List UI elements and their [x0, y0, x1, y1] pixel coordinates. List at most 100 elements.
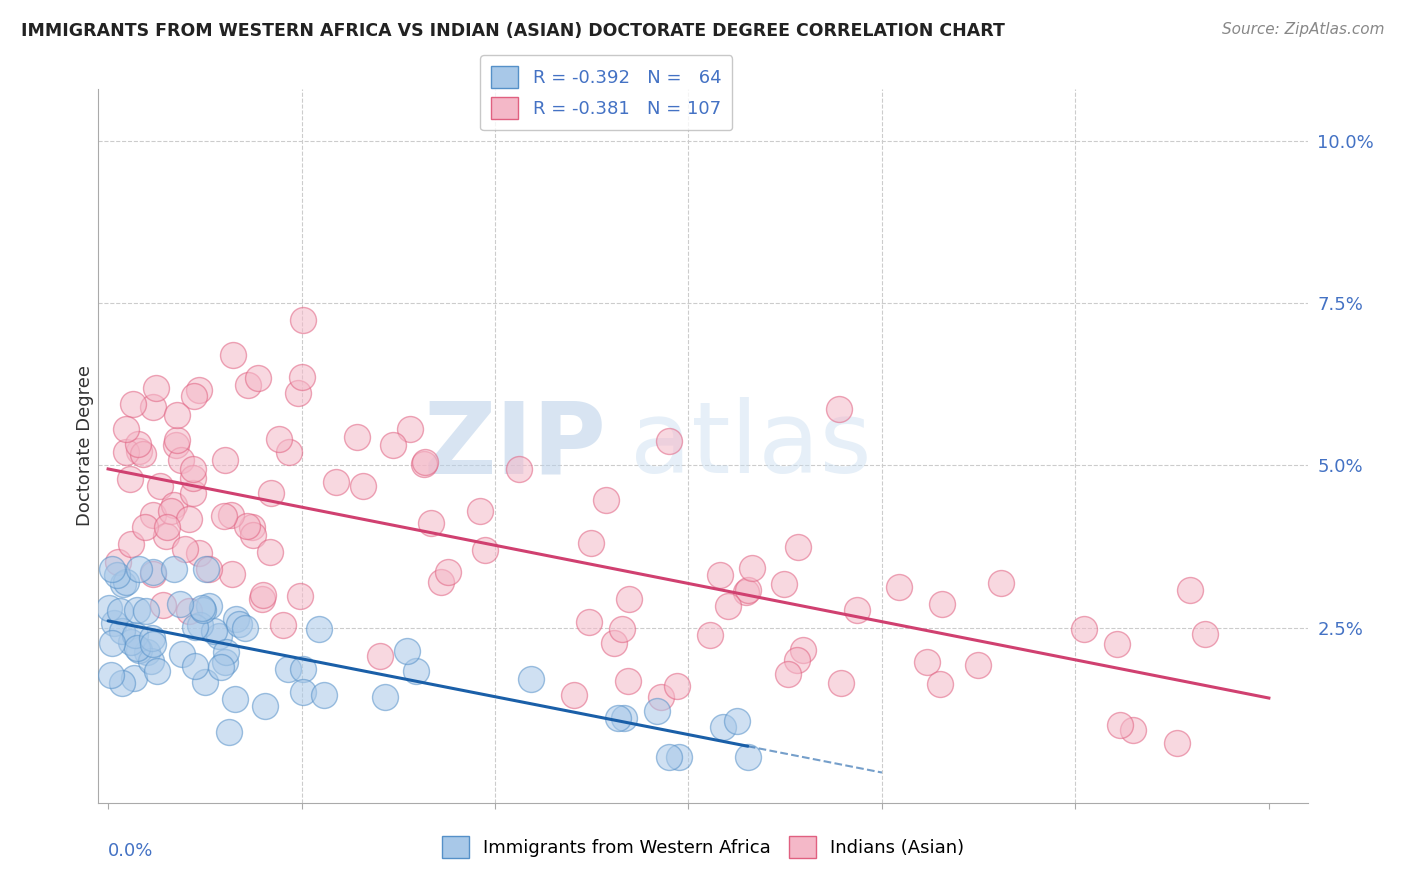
Point — [105, 568, 128, 582]
Point — [236, 518, 259, 533]
Point — [183, 389, 205, 403]
Point — [233, 621, 256, 635]
Point — [149, 479, 172, 493]
Point — [111, 624, 134, 639]
Point — [413, 458, 436, 472]
Point — [929, 676, 952, 690]
Point — [254, 698, 277, 713]
Point — [142, 508, 165, 522]
Point — [188, 383, 211, 397]
Point — [374, 690, 396, 705]
Point — [166, 408, 188, 422]
Point — [508, 462, 530, 476]
Point — [787, 540, 810, 554]
Point — [124, 628, 146, 642]
Point — [110, 604, 132, 618]
Point — [429, 575, 451, 590]
Point — [990, 576, 1012, 591]
Point — [115, 422, 138, 436]
Y-axis label: Doctorate Degree: Doctorate Degree — [76, 366, 94, 526]
Point — [468, 504, 491, 518]
Point — [209, 660, 232, 674]
Text: IMMIGRANTS FROM WESTERN AFRICA VS INDIAN (ASIAN) DOCTORATE DEGREE CORRELATION CH: IMMIGRANTS FROM WESTERN AFRICA VS INDIAN… — [21, 22, 1005, 40]
Point — [666, 680, 689, 694]
Point — [128, 562, 150, 576]
Point — [612, 711, 634, 725]
Point — [142, 565, 165, 579]
Point — [1109, 717, 1132, 731]
Point — [699, 627, 721, 641]
Point — [250, 592, 273, 607]
Point — [259, 545, 281, 559]
Legend: Immigrants from Western Africa, Indians (Asian): Immigrants from Western Africa, Indians … — [434, 829, 972, 865]
Point — [325, 475, 347, 490]
Point — [100, 635, 122, 649]
Point — [111, 676, 134, 690]
Point — [112, 576, 135, 591]
Point — [139, 654, 162, 668]
Text: 0.0%: 0.0% — [108, 842, 153, 860]
Point — [225, 612, 247, 626]
Point — [155, 529, 177, 543]
Point — [735, 584, 758, 599]
Point — [346, 430, 368, 444]
Point — [786, 653, 808, 667]
Point — [291, 313, 314, 327]
Point — [215, 645, 238, 659]
Point — [184, 619, 207, 633]
Point — [169, 597, 191, 611]
Point — [277, 445, 299, 459]
Point — [312, 688, 335, 702]
Point — [183, 486, 205, 500]
Point — [145, 380, 167, 394]
Point — [658, 434, 681, 448]
Point — [214, 453, 236, 467]
Point — [607, 711, 630, 725]
Point — [128, 444, 150, 458]
Point — [437, 566, 460, 580]
Point — [170, 647, 193, 661]
Point — [562, 688, 585, 702]
Point — [292, 685, 315, 699]
Point — [124, 671, 146, 685]
Point — [198, 562, 221, 576]
Point — [382, 438, 405, 452]
Point — [100, 668, 122, 682]
Point — [668, 750, 690, 764]
Point — [134, 520, 156, 534]
Point — [224, 692, 246, 706]
Point — [291, 370, 314, 384]
Point — [181, 471, 204, 485]
Point — [308, 622, 330, 636]
Point — [1122, 723, 1144, 737]
Point — [617, 673, 640, 688]
Point — [127, 437, 149, 451]
Point — [931, 597, 953, 611]
Point — [520, 672, 543, 686]
Point — [195, 562, 218, 576]
Point — [214, 655, 236, 669]
Point — [246, 371, 269, 385]
Point — [174, 542, 197, 557]
Point — [181, 461, 204, 475]
Point — [292, 662, 315, 676]
Point — [198, 599, 221, 613]
Point — [277, 661, 299, 675]
Point — [221, 566, 243, 581]
Point — [142, 567, 165, 582]
Point — [828, 402, 851, 417]
Point — [152, 598, 174, 612]
Point — [170, 453, 193, 467]
Point — [135, 645, 157, 659]
Point — [773, 577, 796, 591]
Point — [101, 562, 124, 576]
Point — [127, 640, 149, 655]
Point — [709, 567, 731, 582]
Point — [352, 479, 374, 493]
Point — [419, 516, 441, 531]
Point — [1194, 627, 1216, 641]
Point — [179, 604, 201, 618]
Point — [120, 472, 142, 486]
Point — [579, 535, 602, 549]
Point — [214, 509, 236, 524]
